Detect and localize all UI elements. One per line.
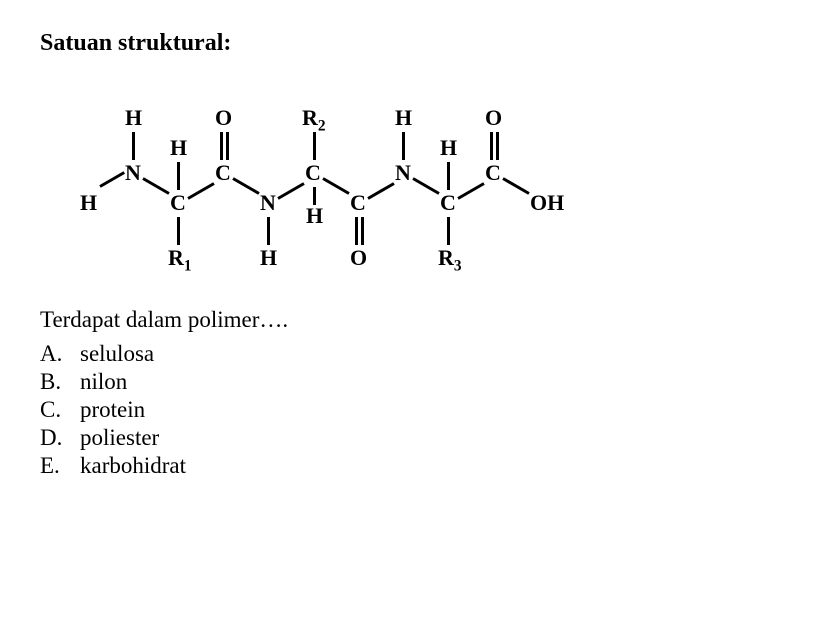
bond [142,177,169,195]
option-letter: D. [40,425,80,451]
atom-h-nmid: H [260,247,277,269]
atom-r3: R3 [438,247,462,274]
option-e: E. karbohidrat [40,453,787,479]
atom-o-c2: O [215,107,232,129]
option-letter: E. [40,453,80,479]
atom-h-nleft-left: H [80,192,97,214]
atom-c2: C [215,162,231,184]
question-text: Terdapat dalam polimer…. [40,307,787,333]
option-text: karbohidrat [80,453,186,479]
atom-n-right: N [395,162,411,184]
atom-h-nleft-top: H [125,107,142,129]
option-text: protein [80,397,145,423]
bond [99,171,125,188]
atom-o-c6: O [485,107,502,129]
atom-h-c1: H [170,137,187,159]
bond [322,177,349,195]
bond [267,217,270,245]
r2-sub: 2 [318,117,326,134]
atom-n-mid: N [260,192,276,214]
atom-r1: R1 [168,247,192,274]
bond [447,217,450,245]
r3-label: R [438,245,454,270]
option-letter: A. [40,341,80,367]
bond [402,132,405,160]
atom-c6: C [485,162,501,184]
bond [496,132,499,160]
bond [187,182,214,200]
atom-h-c3: H [306,205,323,227]
option-a: A. selulosa [40,341,787,367]
bond [447,162,450,190]
option-text: poliester [80,425,159,451]
bond [220,132,223,160]
bond [277,182,304,200]
atom-r2: R2 [302,107,326,134]
bond [367,182,394,200]
atom-h-c5: H [440,137,457,159]
bond [232,177,259,195]
atom-oh: OH [530,192,564,214]
bond [361,217,364,245]
option-letter: C. [40,397,80,423]
bond [177,217,180,245]
bond [313,132,316,160]
option-d: D. poliester [40,425,787,451]
atom-c4: C [350,192,366,214]
bond [132,132,135,160]
r1-sub: 1 [184,257,192,274]
option-b: B. nilon [40,369,787,395]
chemical-structure: H N H C H R1 C O N H C R2 H C O N H C H … [70,77,770,297]
bond [177,162,180,190]
bond [355,217,358,245]
bond [502,177,529,195]
r3-sub: 3 [454,257,462,274]
atom-c3: C [305,162,321,184]
options-list: A. selulosa B. nilon C. protein D. polie… [40,341,787,479]
r2-label: R [302,105,318,130]
atom-h-nr-top: H [395,107,412,129]
bond [490,132,493,160]
bond [412,177,439,195]
atom-o-c4: O [350,247,367,269]
heading: Satuan struktural: [40,30,787,57]
bond [226,132,229,160]
bond [457,182,484,200]
atom-n-left: N [125,162,141,184]
option-text: nilon [80,369,127,395]
r1-label: R [168,245,184,270]
option-letter: B. [40,369,80,395]
option-text: selulosa [80,341,154,367]
atom-c5: C [440,192,456,214]
atom-c1: C [170,192,186,214]
option-c: C. protein [40,397,787,423]
